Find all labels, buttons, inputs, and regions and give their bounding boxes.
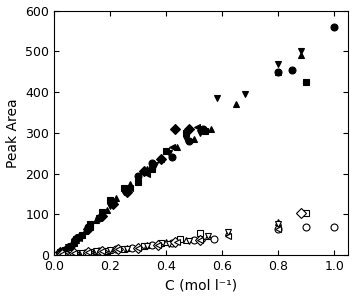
Y-axis label: Peak Area: Peak Area: [6, 98, 19, 167]
X-axis label: C (mol l⁻¹): C (mol l⁻¹): [165, 278, 237, 292]
